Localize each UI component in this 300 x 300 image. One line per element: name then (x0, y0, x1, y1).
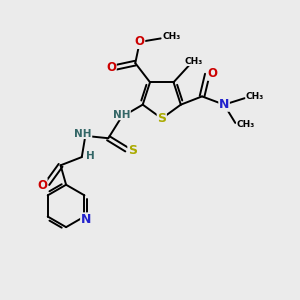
Text: CH₃: CH₃ (246, 92, 264, 101)
Text: S: S (128, 144, 137, 158)
Text: O: O (208, 67, 218, 80)
Text: N: N (219, 98, 229, 111)
Text: O: O (37, 178, 47, 191)
Text: N: N (81, 213, 91, 226)
Text: CH₃: CH₃ (236, 120, 255, 129)
Text: O: O (135, 35, 145, 48)
Text: S: S (157, 112, 166, 125)
Text: CH₃: CH₃ (162, 32, 180, 41)
Text: CH₃: CH₃ (184, 57, 202, 66)
Text: O: O (106, 61, 116, 74)
Text: NH: NH (74, 128, 92, 139)
Text: NH: NH (113, 110, 130, 120)
Text: H: H (86, 151, 94, 160)
